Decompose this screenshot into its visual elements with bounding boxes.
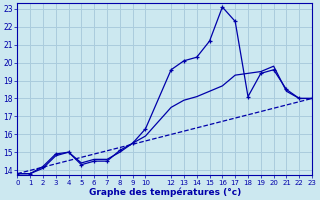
X-axis label: Graphe des températures (°c): Graphe des températures (°c) — [89, 187, 241, 197]
